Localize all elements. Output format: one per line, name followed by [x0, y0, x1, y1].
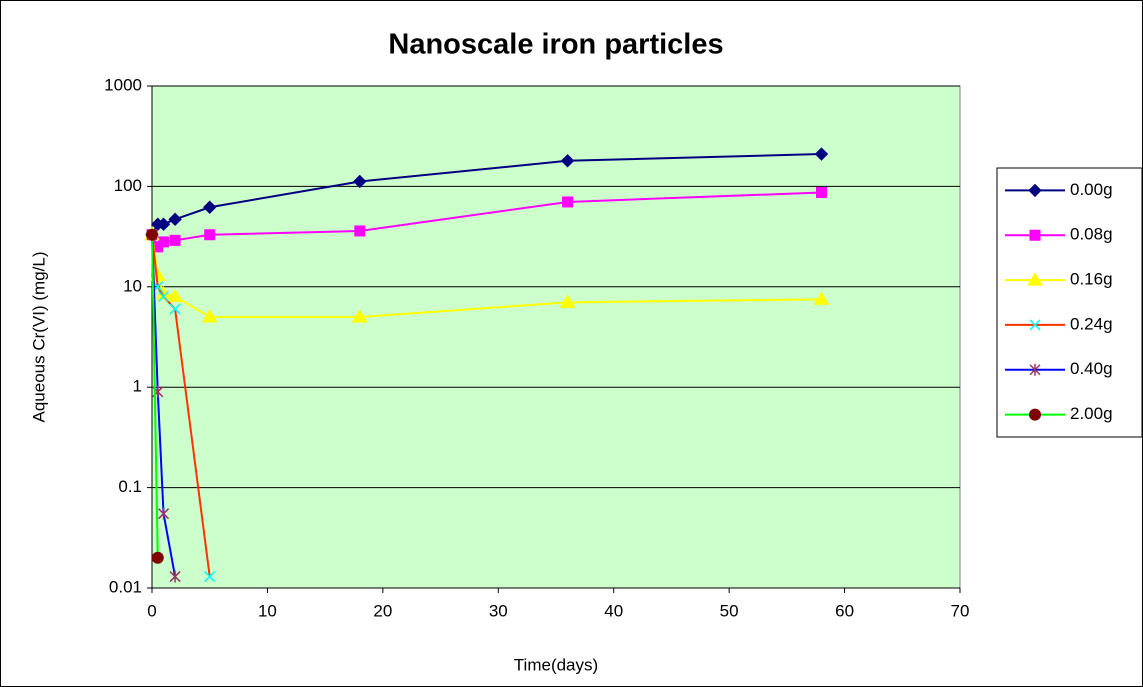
chart-title: Nanoscale iron particles — [388, 29, 723, 61]
y-axis-label: Aqueous Cr(VI) (mg/L) — [29, 252, 48, 423]
marker — [815, 186, 827, 198]
marker — [156, 217, 171, 231]
legend-frame — [996, 167, 1143, 438]
y-tick-label: 10 — [123, 276, 142, 295]
legend-label: 0.40g — [1070, 359, 1113, 378]
legend-marker — [1027, 272, 1043, 286]
marker — [204, 229, 216, 241]
legend-marker — [1029, 363, 1041, 376]
legend-label: 0.16g — [1070, 270, 1113, 289]
y-tick-label: 0.1 — [118, 477, 142, 496]
x-tick-label: 60 — [835, 601, 854, 620]
marker — [813, 291, 830, 305]
x-tick-label: 50 — [720, 601, 739, 620]
y-tick-label: 100 — [114, 176, 142, 195]
x-tick-label: 0 — [147, 601, 156, 620]
series-line — [151, 234, 177, 577]
marker — [204, 571, 216, 583]
x-tick-label: 40 — [604, 601, 623, 620]
y-tick-label: 1000 — [104, 75, 142, 94]
marker — [169, 234, 181, 246]
marker — [158, 236, 170, 248]
marker — [203, 200, 217, 214]
y-tick-label: 1 — [133, 377, 142, 396]
legend-label: 0.24g — [1070, 314, 1113, 333]
legend-marker — [1029, 319, 1041, 331]
marker — [353, 174, 367, 189]
marker — [560, 154, 575, 168]
marker — [814, 147, 829, 161]
x-tick-label: 30 — [489, 601, 508, 620]
legend-marker — [1029, 229, 1041, 241]
marker — [168, 212, 182, 227]
marker — [151, 551, 164, 564]
marker — [201, 309, 218, 323]
marker — [169, 303, 181, 315]
legend-marker — [1028, 183, 1042, 198]
marker — [158, 507, 170, 520]
marker — [351, 309, 368, 323]
marker — [354, 225, 366, 237]
y-tick-label: 0.01 — [109, 577, 142, 596]
marker — [146, 228, 158, 241]
marker — [167, 288, 183, 303]
x-tick-label: 20 — [373, 601, 392, 620]
legend-label: 0.08g — [1070, 225, 1113, 244]
x-tick-label: 70 — [951, 601, 970, 620]
series-line — [151, 234, 159, 558]
marker — [169, 570, 181, 583]
x-tick-label: 10 — [258, 601, 277, 620]
legend-marker — [1029, 408, 1041, 421]
legend-label: 2.00g — [1070, 404, 1113, 423]
marker — [158, 290, 170, 303]
x-axis-label: Time(days) — [514, 655, 598, 674]
plot-area — [151, 85, 961, 589]
marker — [559, 294, 576, 308]
legend-label: 0.00g — [1070, 180, 1113, 199]
marker — [562, 196, 574, 208]
